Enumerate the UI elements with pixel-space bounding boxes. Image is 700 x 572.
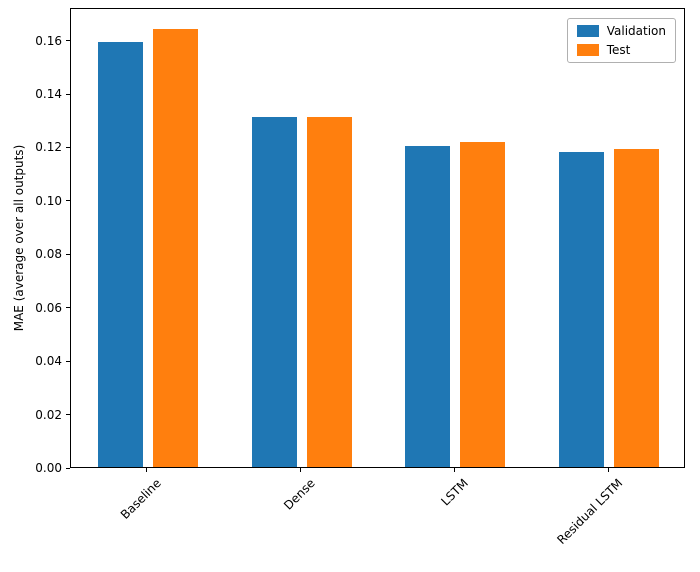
y-tick-mark [66, 307, 70, 309]
y-tick-label: 0.00 [35, 461, 62, 475]
x-tick-mark [607, 468, 609, 472]
legend-label: Test [606, 43, 631, 57]
legend: Validation Test [566, 18, 676, 63]
bar-validation-dense [251, 117, 297, 467]
y-tick-label: 0.16 [35, 33, 62, 48]
x-tick-mark [300, 468, 302, 472]
y-tick-label: 0.08 [35, 247, 62, 262]
y-tick-mark [66, 200, 70, 202]
y-tick-mark [66, 360, 70, 362]
bar-test-baseline [152, 28, 198, 467]
legend-entry-test: Test [576, 43, 666, 57]
y-tick-label: 0.06 [35, 300, 62, 315]
y-tick-mark [66, 253, 70, 255]
y-tick-label: 0.10 [35, 193, 62, 208]
legend-swatch-validation [576, 25, 599, 37]
y-tick-label: 0.14 [35, 87, 62, 102]
bar-test-dense [306, 117, 352, 467]
legend-label: Validation [606, 24, 666, 38]
plot-area: Validation Test [70, 8, 685, 468]
y-tick-mark [66, 467, 70, 469]
bar-validation-residual-lstm [559, 151, 605, 467]
x-tick-label: Residual LSTM [553, 476, 626, 548]
legend-swatch-test [576, 44, 599, 56]
bar-validation-baseline [97, 42, 143, 467]
y-tick-mark [66, 146, 70, 148]
y-tick-mark [66, 40, 70, 42]
legend-entry-validation: Validation [576, 24, 666, 38]
y-tick-label: 0.02 [35, 407, 62, 422]
x-tick-mark [146, 468, 148, 472]
x-tick-label: Baseline [117, 476, 164, 522]
y-tick-mark [66, 93, 70, 95]
y-tick-label: 0.04 [35, 354, 62, 369]
bar-test-lstm [460, 142, 506, 467]
x-tick-mark [453, 468, 455, 472]
y-tick-label: 0.12 [35, 140, 62, 155]
y-tick-mark [66, 414, 70, 416]
x-tick-label: LSTM [438, 476, 472, 509]
x-tick-label: Dense [280, 476, 318, 513]
bar-test-residual-lstm [614, 149, 660, 467]
bar-validation-lstm [405, 146, 451, 467]
